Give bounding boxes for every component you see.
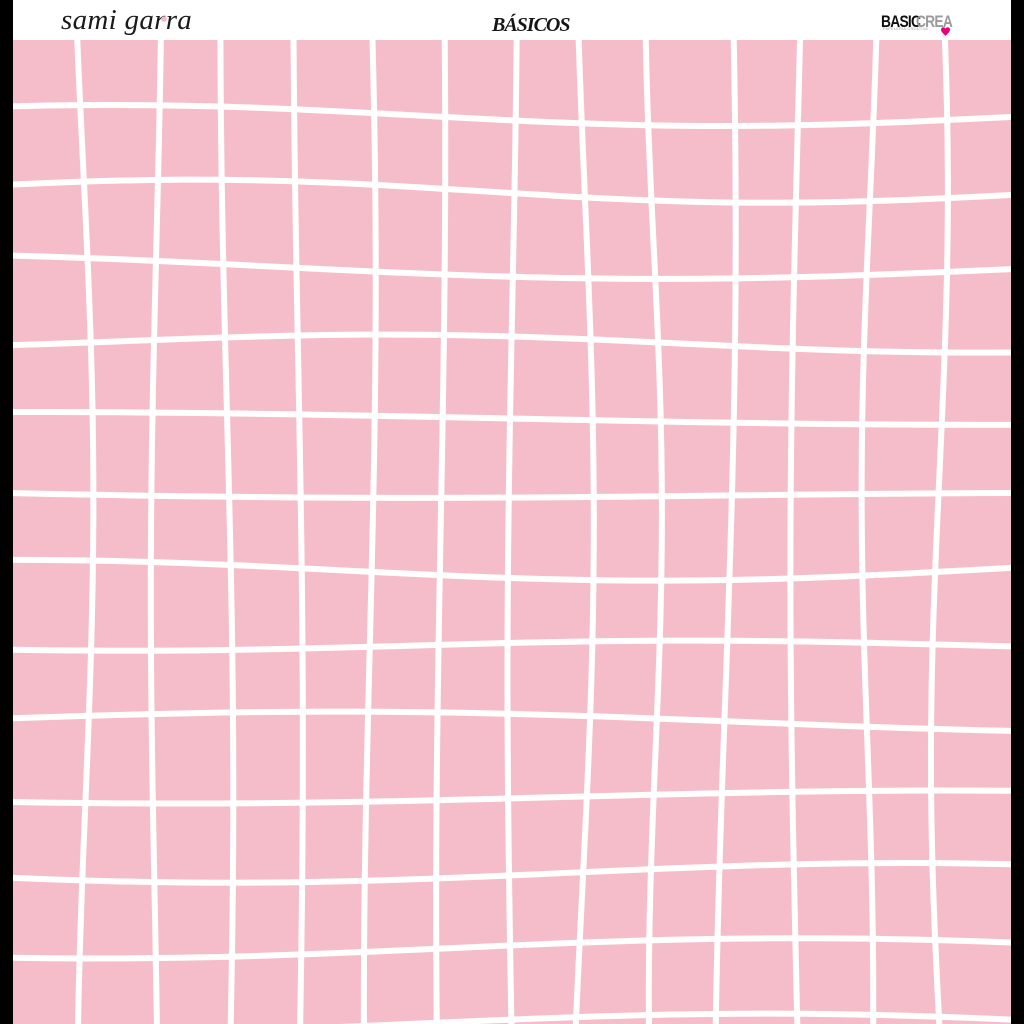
svg-text:sami garra: sami garra (61, 4, 192, 36)
svg-text:PAPELERIA CREATIVA: PAPELERIA CREATIVA (883, 27, 928, 31)
svg-text:BÁSICOS: BÁSICOS (491, 13, 570, 36)
